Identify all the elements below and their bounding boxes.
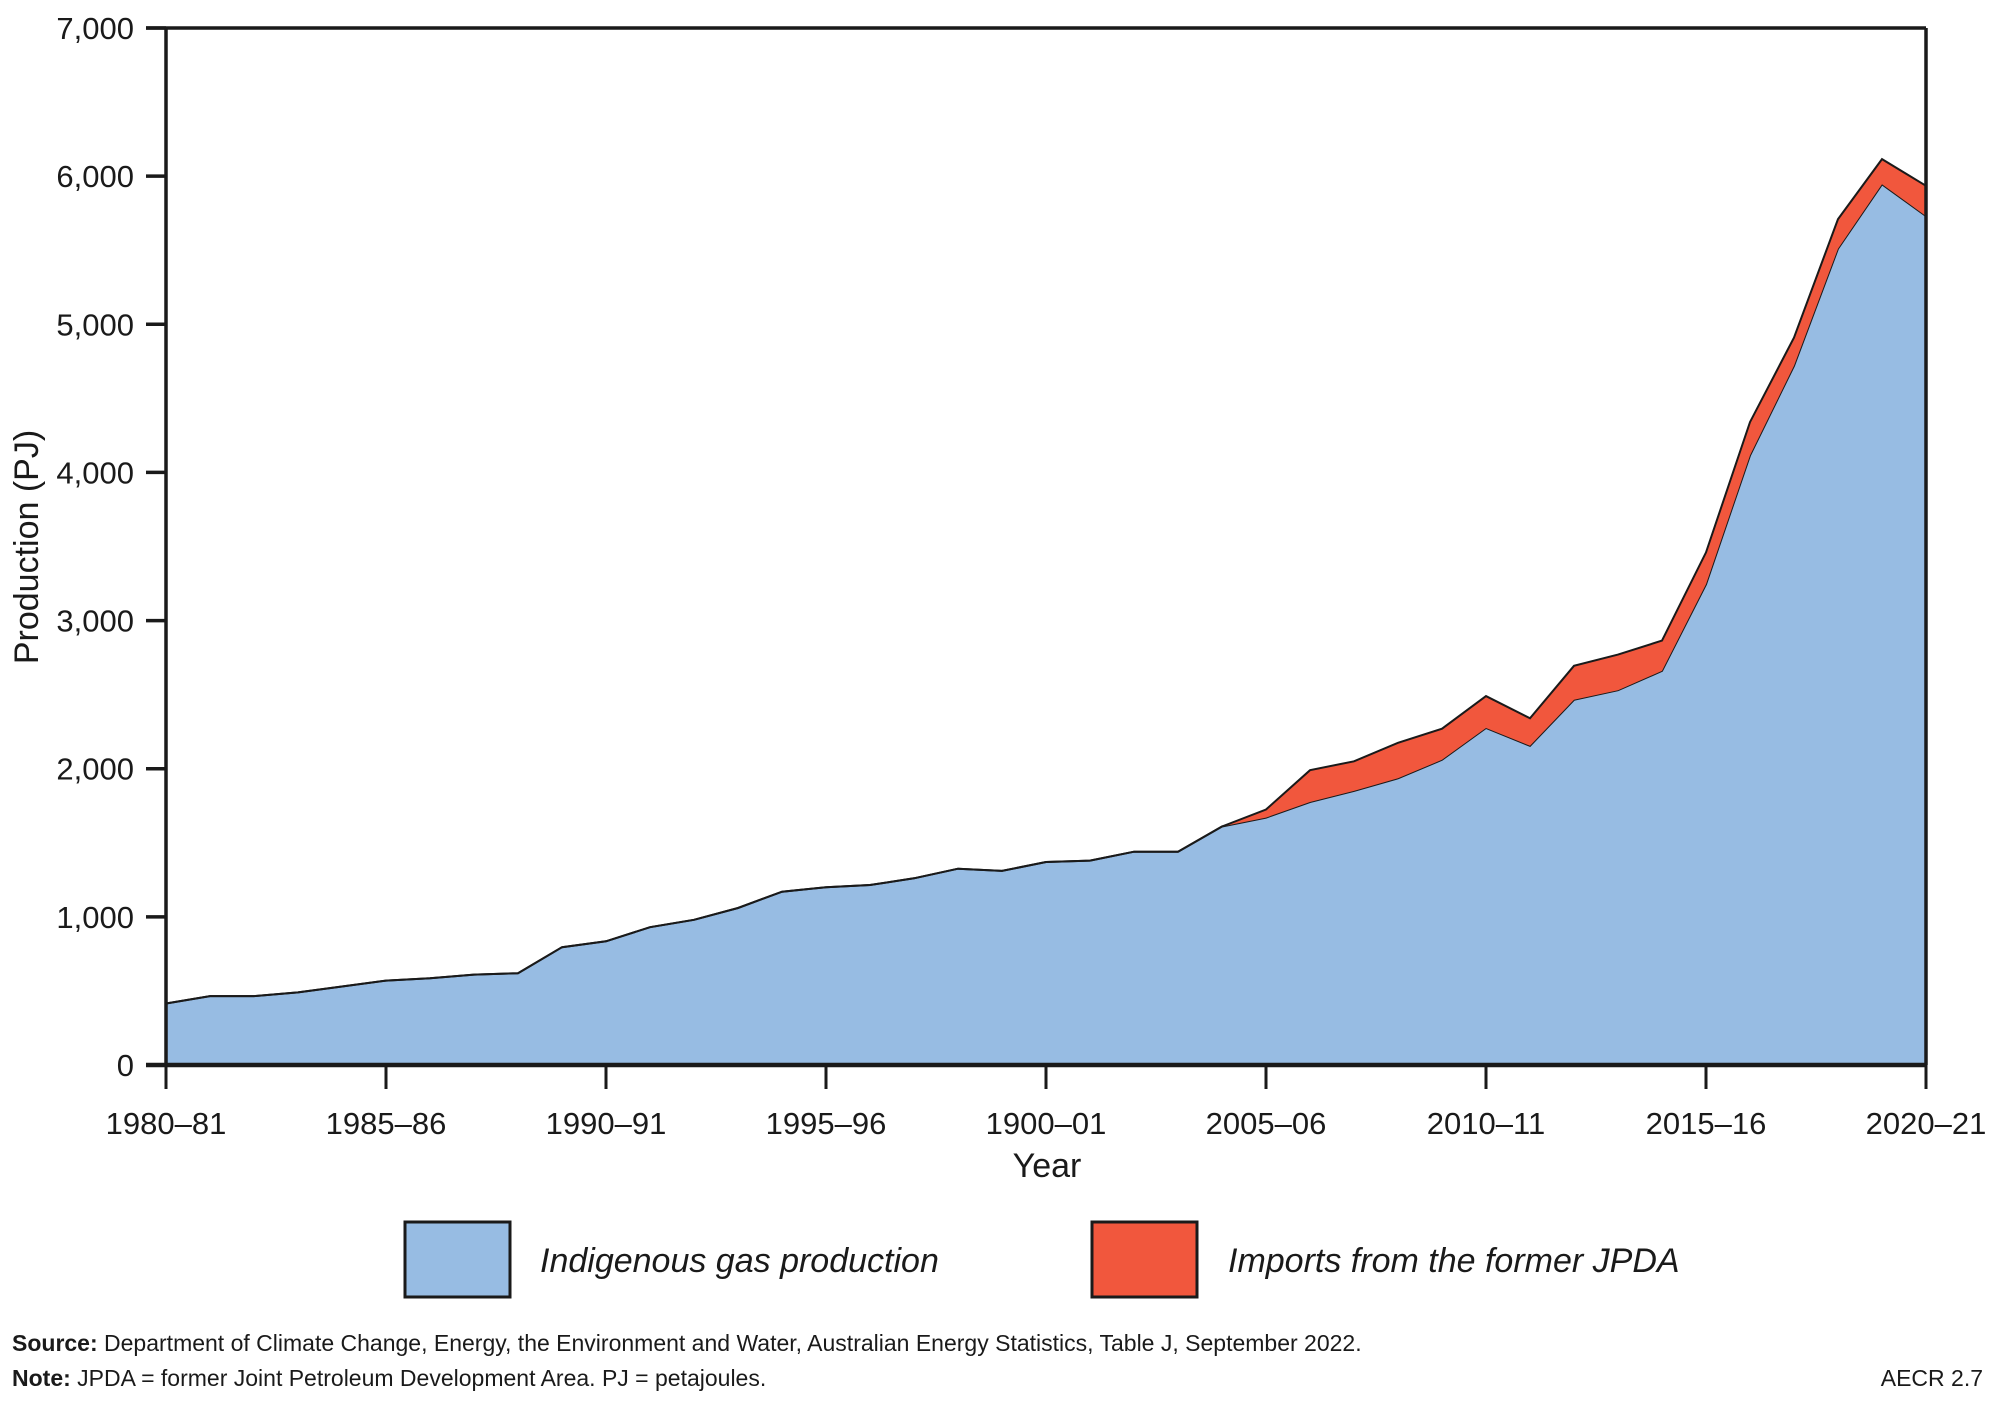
x-tick-label: 1990–91	[546, 1106, 667, 1141]
source-label: Source:	[12, 1330, 98, 1356]
y-tick-label: 5,000	[56, 307, 134, 342]
footnote: Note: JPDA = former Joint Petroleum Deve…	[12, 1365, 766, 1392]
x-axis: 1980–81 1985–86 1990–91 1995–96 1900–01 2005–…	[106, 1065, 1987, 1141]
x-tick-label: 2005–06	[1206, 1106, 1327, 1141]
y-axis: 0 1,000 2,000 3,000 4,000 5,000 6,000 7,000	[56, 11, 166, 1083]
legend-item-imports: Imports from the former JPDA	[1090, 1220, 1680, 1299]
legend-swatch-imports	[1090, 1220, 1199, 1299]
y-tick-label: 6,000	[56, 159, 134, 194]
y-tick-label: 3,000	[56, 604, 134, 639]
x-tick-label: 1995–96	[766, 1106, 887, 1141]
chart: 0 1,000 2,000 3,000 4,000 5,000 6,000 7,000 198…	[8, 11, 1987, 1299]
plot-frame	[146, 26, 1928, 1068]
y-tick-label: 2,000	[56, 752, 134, 787]
chart-areas	[165, 157, 1927, 1066]
x-tick-label: 1980–81	[106, 1106, 227, 1141]
y-tick-label: 0	[117, 1048, 134, 1083]
y-axis-title: Production (PJ)	[8, 430, 46, 664]
area-indigenous	[166, 184, 1926, 1066]
legend-swatch-indigenous	[403, 1220, 512, 1299]
line-imports	[165, 157, 1927, 1005]
y-tick-label: 4,000	[56, 455, 134, 490]
x-tick-label: 1900–01	[986, 1106, 1107, 1141]
figure-id: AECR 2.7	[1880, 1365, 1983, 1391]
x-tick-label: 2020–21	[1866, 1106, 1987, 1141]
source-note: Source: Department of Climate Change, En…	[12, 1330, 1362, 1357]
note-label: Note:	[12, 1365, 71, 1391]
legend: Indigenous gas production Imports from t…	[403, 1220, 1680, 1299]
source-text: Department of Climate Change, Energy, th…	[97, 1330, 1362, 1356]
x-tick-label: 2015–16	[1646, 1106, 1767, 1141]
note-text: JPDA = former Joint Petroleum Developmen…	[70, 1365, 767, 1391]
legend-label-indigenous: Indigenous gas production	[540, 1242, 939, 1280]
legend-label-imports: Imports from the former JPDA	[1228, 1242, 1680, 1280]
x-tick-label: 1985–86	[326, 1106, 447, 1141]
x-tick-label: 2010–11	[1427, 1106, 1545, 1141]
legend-item-indigenous: Indigenous gas production	[403, 1220, 939, 1299]
y-tick-label: 7,000	[56, 11, 134, 46]
x-axis-title: Year	[1013, 1147, 1082, 1185]
y-tick-label: 1,000	[56, 900, 134, 935]
